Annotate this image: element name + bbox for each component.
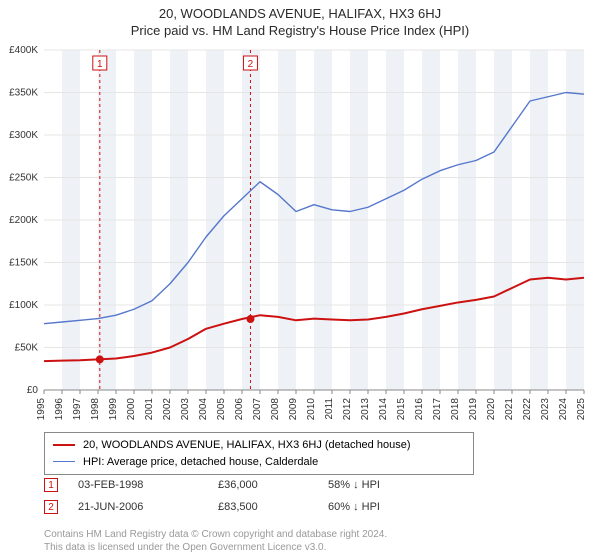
marker-date: 03-FEB-1998 bbox=[78, 479, 218, 491]
marker-price: £36,000 bbox=[218, 479, 328, 491]
svg-text:2018: 2018 bbox=[450, 398, 461, 421]
svg-text:1996: 1996 bbox=[54, 398, 65, 421]
marker-row: 2 21-JUN-2006£83,50060% ↓ HPI bbox=[44, 496, 448, 518]
svg-text:2021: 2021 bbox=[504, 398, 515, 421]
svg-text:£250K: £250K bbox=[9, 173, 38, 184]
chart-svg: £0£50K£100K£150K£200K£250K£300K£350K£400… bbox=[44, 50, 584, 420]
svg-text:2010: 2010 bbox=[306, 398, 317, 421]
marker-number-box: 2 bbox=[44, 500, 58, 514]
svg-text:2006: 2006 bbox=[234, 398, 245, 421]
footer: Contains HM Land Registry data © Crown c… bbox=[44, 528, 387, 554]
title-line2: Price paid vs. HM Land Registry's House … bbox=[0, 23, 600, 38]
legend-label: HPI: Average price, detached house, Cald… bbox=[83, 454, 318, 471]
svg-text:£350K: £350K bbox=[9, 88, 38, 99]
marker-table: 1 03-FEB-1998£36,00058% ↓ HPI 2 21-JUN-2006… bbox=[44, 474, 448, 518]
svg-text:2009: 2009 bbox=[288, 398, 299, 421]
legend-item: 20, WOODLANDS AVENUE, HALIFAX, HX3 6HJ (… bbox=[53, 437, 465, 454]
svg-text:2015: 2015 bbox=[396, 398, 407, 421]
svg-text:2022: 2022 bbox=[522, 398, 533, 421]
title-line1: 20, WOODLANDS AVENUE, HALIFAX, HX3 6HJ bbox=[0, 6, 600, 21]
marker-pct: 58% ↓ HPI bbox=[328, 479, 448, 491]
svg-text:2023: 2023 bbox=[540, 398, 551, 421]
svg-text:£0: £0 bbox=[27, 385, 39, 396]
legend: 20, WOODLANDS AVENUE, HALIFAX, HX3 6HJ (… bbox=[44, 432, 474, 475]
svg-text:1997: 1997 bbox=[72, 398, 83, 421]
svg-text:£50K: £50K bbox=[15, 343, 39, 354]
svg-text:2017: 2017 bbox=[432, 398, 443, 421]
svg-text:2: 2 bbox=[248, 59, 254, 70]
svg-text:1: 1 bbox=[97, 59, 103, 70]
svg-text:2012: 2012 bbox=[342, 398, 353, 421]
svg-text:2001: 2001 bbox=[144, 398, 155, 421]
svg-text:2024: 2024 bbox=[558, 398, 569, 421]
marker-row: 1 03-FEB-1998£36,00058% ↓ HPI bbox=[44, 474, 448, 496]
svg-text:2005: 2005 bbox=[216, 398, 227, 421]
svg-text:2004: 2004 bbox=[198, 398, 209, 421]
legend-swatch bbox=[53, 444, 75, 446]
svg-text:£300K: £300K bbox=[9, 130, 38, 141]
marker-number-box: 1 bbox=[44, 478, 58, 492]
svg-text:2025: 2025 bbox=[576, 398, 587, 421]
svg-text:£150K: £150K bbox=[9, 258, 38, 269]
svg-text:2019: 2019 bbox=[468, 398, 479, 421]
svg-text:£100K: £100K bbox=[9, 300, 38, 311]
svg-text:2020: 2020 bbox=[486, 398, 497, 421]
svg-text:2000: 2000 bbox=[126, 398, 137, 421]
svg-text:2016: 2016 bbox=[414, 398, 425, 421]
title-block: 20, WOODLANDS AVENUE, HALIFAX, HX3 6HJ P… bbox=[0, 0, 600, 38]
svg-text:2002: 2002 bbox=[162, 398, 173, 421]
svg-text:2013: 2013 bbox=[360, 398, 371, 421]
svg-text:£400K: £400K bbox=[9, 45, 38, 56]
chart-container: 20, WOODLANDS AVENUE, HALIFAX, HX3 6HJ P… bbox=[0, 0, 600, 560]
marker-date: 21-JUN-2006 bbox=[78, 501, 218, 513]
svg-text:2007: 2007 bbox=[252, 398, 263, 421]
footer-line1: Contains HM Land Registry data © Crown c… bbox=[44, 528, 387, 541]
marker-pct: 60% ↓ HPI bbox=[328, 501, 448, 513]
svg-text:1995: 1995 bbox=[36, 398, 47, 421]
svg-text:2011: 2011 bbox=[324, 398, 335, 420]
legend-label: 20, WOODLANDS AVENUE, HALIFAX, HX3 6HJ (… bbox=[83, 437, 411, 454]
svg-text:2008: 2008 bbox=[270, 398, 281, 421]
svg-text:2003: 2003 bbox=[180, 398, 191, 421]
legend-item: HPI: Average price, detached house, Cald… bbox=[53, 454, 465, 471]
svg-text:1999: 1999 bbox=[108, 398, 119, 421]
footer-line2: This data is licensed under the Open Gov… bbox=[44, 541, 387, 554]
chart-area: £0£50K£100K£150K£200K£250K£300K£350K£400… bbox=[44, 50, 584, 420]
marker-price: £83,500 bbox=[218, 501, 328, 513]
svg-text:2014: 2014 bbox=[378, 398, 389, 421]
svg-text:1998: 1998 bbox=[90, 398, 101, 421]
svg-text:£200K: £200K bbox=[9, 215, 38, 226]
legend-swatch bbox=[53, 461, 75, 462]
